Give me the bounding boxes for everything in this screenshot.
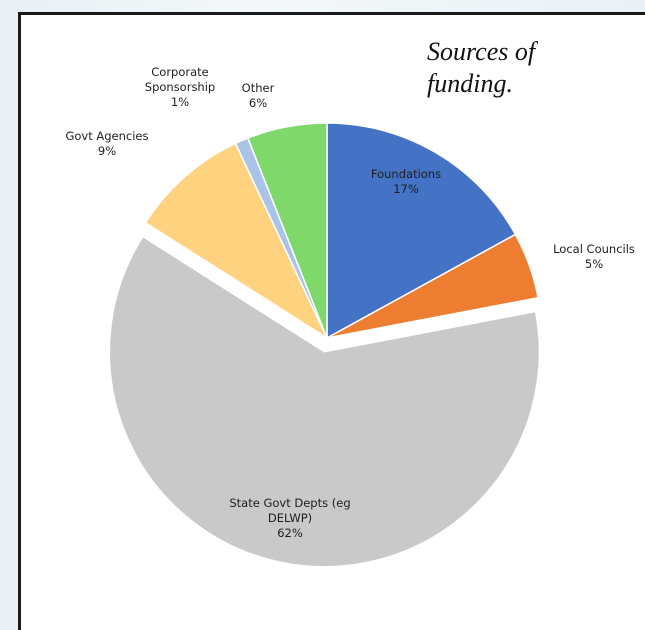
- pie-slice-3: [144, 142, 329, 341]
- slice-label-4: Corporate Sponsorship 1%: [145, 65, 215, 109]
- slice-label-1: Local Councils 5%: [553, 242, 635, 271]
- chart-title: Sources of funding.: [427, 37, 536, 98]
- pie-slice-5: [246, 122, 328, 339]
- pie-slice-2: [108, 235, 541, 568]
- slice-label-3: Govt Agencies 9%: [65, 129, 148, 158]
- slice-label-0: Foundations 17%: [371, 167, 441, 196]
- slice-label-5: Other 6%: [242, 81, 275, 110]
- pie-slice-1: [326, 233, 540, 339]
- pie-slice-0: [326, 122, 517, 340]
- slice-label-2: State Govt Depts (eg DELWP) 62%: [229, 496, 350, 540]
